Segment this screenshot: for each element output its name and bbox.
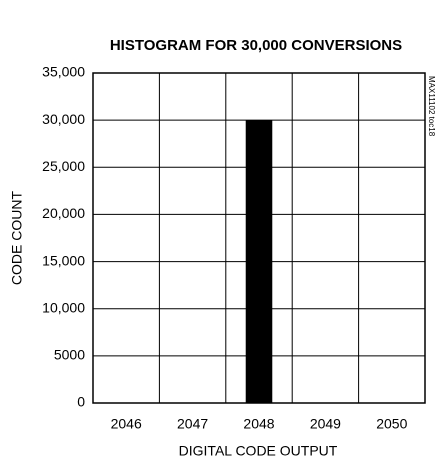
x-tick-label: 2050 xyxy=(376,416,407,432)
chart-title: HISTOGRAM FOR 30,000 CONVERSIONS xyxy=(110,37,402,54)
y-tick-label: 35,000 xyxy=(42,64,85,80)
y-tick-label: 30,000 xyxy=(42,111,85,127)
x-tick-label: 2049 xyxy=(310,416,341,432)
y-tick-label: 5000 xyxy=(54,347,85,363)
y-tick-label: 20,000 xyxy=(42,205,85,221)
x-tick-label: 2046 xyxy=(111,416,142,432)
y-tick-label: 15,000 xyxy=(42,252,85,268)
bar xyxy=(245,120,273,404)
x-tick-label: 2047 xyxy=(177,416,208,432)
x-tick-label: 2048 xyxy=(243,416,274,432)
y-tick-label: 0 xyxy=(77,394,85,410)
y-tick-label: 10,000 xyxy=(42,299,85,315)
y-tick-label: 25,000 xyxy=(42,158,85,174)
x-axis-label: DIGITAL CODE OUTPUT xyxy=(179,443,338,459)
figure-note: MAX11102 toc18 xyxy=(427,76,436,137)
y-axis-label: CODE COUNT xyxy=(9,191,25,286)
